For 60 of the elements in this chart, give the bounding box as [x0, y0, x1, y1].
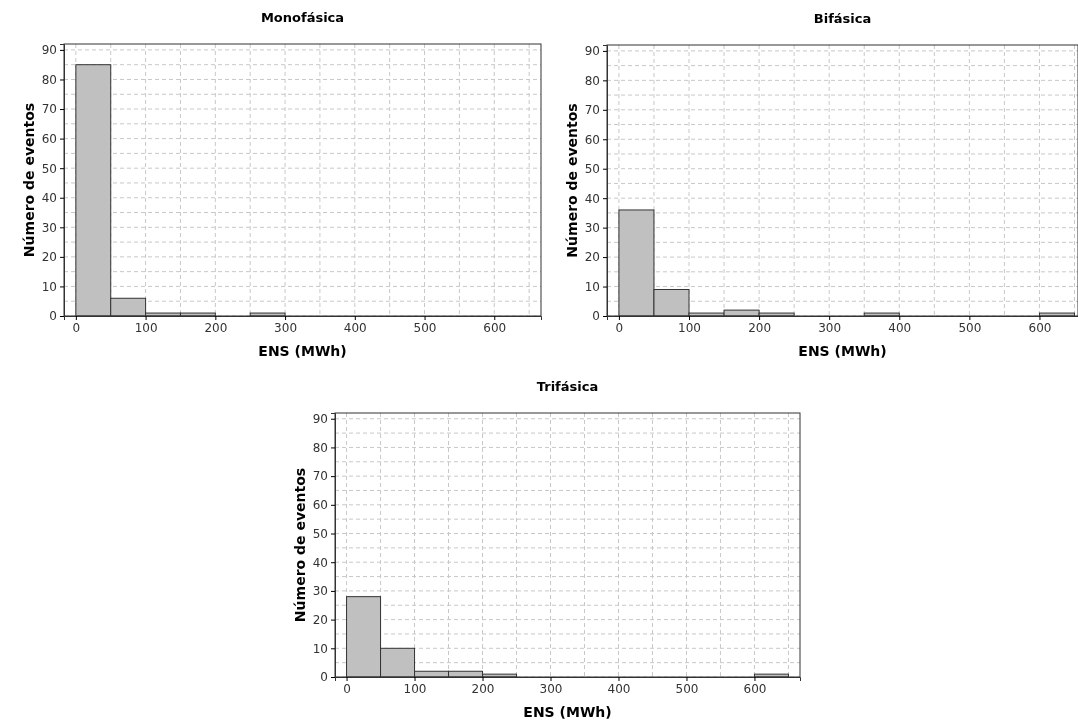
y-tick-label: 40: [312, 555, 328, 570]
y-tick-label: 70: [584, 103, 600, 118]
y-tick-label: 50: [41, 161, 57, 176]
y-tick-label: 50: [312, 526, 328, 541]
x-tick-label: 400: [607, 681, 631, 696]
y-tick-label: 90: [312, 412, 328, 427]
x-tick-label: 100: [403, 681, 427, 696]
x-tick-label: 0: [343, 681, 351, 696]
x-axis-title: ENS (MWh): [523, 704, 612, 720]
y-tick-label: 20: [41, 250, 57, 265]
x-tick-label: 300: [539, 681, 563, 696]
x-tick-label: 500: [958, 320, 982, 335]
x-tick-label: 200: [204, 320, 228, 335]
y-tick-label: 20: [312, 612, 328, 627]
y-tick-label: 80: [312, 440, 328, 455]
y-tick-label: 60: [312, 498, 328, 513]
y-tick-label: 30: [312, 584, 328, 599]
x-tick-label: 100: [678, 320, 701, 335]
y-tick-label: 20: [584, 250, 600, 265]
y-tick-label: 70: [41, 102, 57, 117]
x-tick-label: 400: [343, 320, 367, 335]
y-tick-label: 50: [584, 162, 600, 177]
chart-title: Bifásica: [813, 11, 872, 26]
chart-title: Trifásica: [536, 379, 599, 394]
x-axis-title: ENS (MWh): [258, 343, 347, 359]
x-axis-title: ENS (MWh): [798, 343, 887, 359]
y-tick-label: 0: [49, 309, 57, 324]
x-tick-label: 600: [1028, 320, 1052, 335]
y-tick-label: 30: [41, 220, 57, 235]
x-tick-label: 500: [413, 320, 437, 335]
x-tick-label: 200: [471, 681, 495, 696]
x-tick-label: 100: [134, 320, 158, 335]
y-tick-label: 90: [584, 44, 600, 59]
y-tick-label: 90: [41, 43, 57, 58]
y-tick-label: 10: [41, 279, 57, 294]
x-tick-label: 400: [888, 320, 912, 335]
x-tick-label: 600: [483, 320, 507, 335]
y-axis-title: Número de eventos: [292, 467, 308, 623]
x-tick-label: 300: [818, 320, 842, 335]
y-tick-label: 60: [41, 131, 57, 146]
y-axis-title: Número de eventos: [21, 102, 37, 258]
y-tick-label: 70: [312, 469, 328, 484]
y-tick-label: 80: [584, 73, 600, 88]
x-tick-label: 500: [675, 681, 699, 696]
y-tick-label: 10: [312, 641, 328, 656]
y-tick-label: 30: [584, 220, 600, 235]
y-axis-title: Número de eventos: [564, 103, 580, 258]
y-tick-label: 40: [584, 191, 600, 206]
y-tick-label: 0: [320, 670, 328, 685]
y-tick-label: 0: [592, 309, 600, 324]
y-tick-label: 40: [41, 191, 57, 206]
x-tick-label: 0: [615, 320, 624, 335]
y-tick-label: 60: [584, 132, 600, 147]
x-tick-label: 300: [274, 320, 298, 335]
y-tick-label: 10: [584, 279, 600, 294]
y-tick-label: 80: [41, 72, 57, 87]
chart-title: Monofásica: [260, 10, 345, 25]
x-tick-label: 600: [743, 681, 767, 696]
x-tick-label: 200: [748, 320, 772, 335]
x-tick-label: 0: [72, 320, 81, 335]
